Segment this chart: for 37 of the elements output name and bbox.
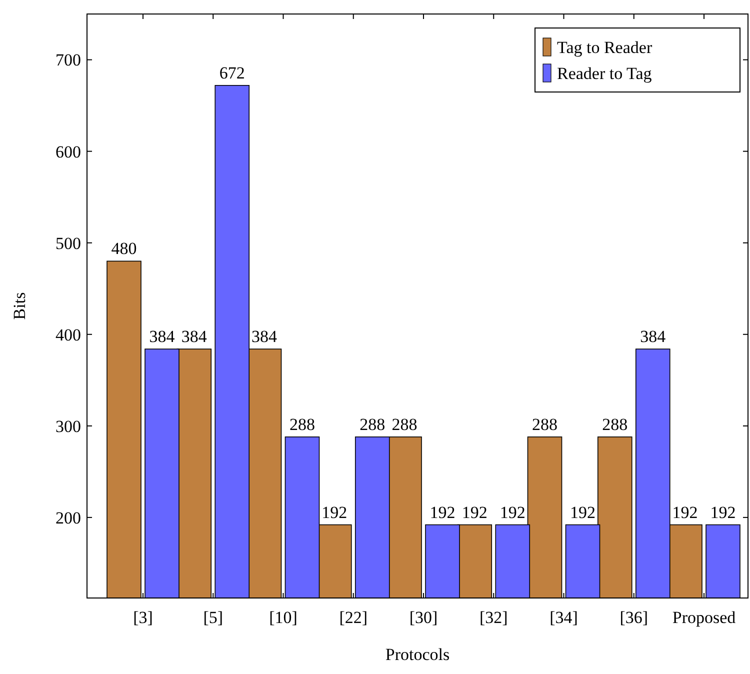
data-label: 384	[252, 327, 278, 346]
data-label: 384	[149, 327, 176, 346]
data-label: 288	[290, 414, 315, 434]
data-label: 288	[532, 414, 558, 434]
data-label: 192	[430, 502, 456, 522]
y-tick-label: 300	[56, 416, 81, 436]
x-tick-label: [36]	[620, 608, 648, 627]
data-label: 192	[500, 502, 526, 522]
x-tick-label: Proposed	[672, 608, 736, 627]
data-label: 672	[219, 63, 245, 82]
y-tick-label: 400	[56, 325, 81, 344]
data-label: 192	[710, 502, 736, 522]
y-tick-label: 200	[56, 508, 81, 528]
x-tick-label: [3]	[133, 608, 153, 627]
data-label: 288	[360, 414, 386, 434]
y-tick-label: 600	[56, 142, 81, 162]
data-label: 288	[392, 414, 418, 434]
y-tick-label: 700	[56, 50, 81, 70]
y-tick-label: 500	[56, 234, 81, 253]
data-label: 192	[570, 502, 596, 522]
x-tick-label: [30]	[409, 608, 438, 627]
x-tick-label: [22]	[339, 608, 368, 627]
y-axis-title: Bits	[10, 292, 29, 320]
data-label: 192	[322, 502, 348, 522]
x-tick-label: [32]	[479, 608, 508, 627]
data-label: 480	[111, 239, 137, 258]
x-tick-label: [34]	[550, 608, 578, 627]
x-tick-label: [10]	[269, 608, 298, 627]
data-label: 192	[672, 502, 698, 522]
data-label: 192	[462, 502, 488, 522]
data-label: 288	[602, 414, 628, 434]
data-label: 384	[181, 327, 208, 346]
legend-label: Tag to Reader	[557, 38, 652, 57]
legend-label: Reader to Tag	[557, 64, 652, 83]
x-axis-title: Protocols	[385, 645, 450, 664]
data-label: 384	[640, 327, 666, 346]
x-tick-label: [5]	[203, 608, 224, 627]
